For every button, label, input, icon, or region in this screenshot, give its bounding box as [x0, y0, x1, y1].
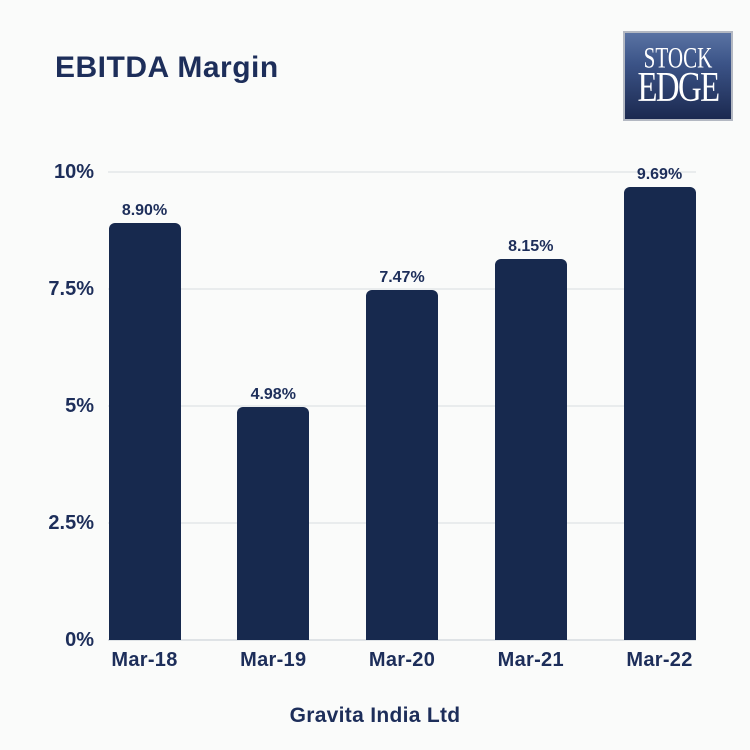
- x-axis-label-mar-22: Mar-22: [626, 649, 693, 671]
- gridline-10%: [108, 171, 696, 173]
- bar-value-label-mar-21: 8.15%: [508, 237, 554, 255]
- bar-mar-21: [494, 258, 567, 640]
- bar-value-label-mar-18: 8.90%: [121, 202, 168, 220]
- chart-title: EBITDA Margin: [55, 51, 279, 84]
- stockedge-logo-stock-text: STOCK: [643, 41, 713, 74]
- x-axis-label-mar-19: Mar-19: [240, 649, 307, 671]
- gridline-7.5%: [108, 288, 696, 290]
- gridline-0%: [108, 639, 696, 641]
- bar-mar-18: [108, 223, 181, 640]
- y-axis-tick-0%: 0%: [65, 629, 94, 651]
- x-axis-label-mar-18: Mar-18: [111, 649, 178, 671]
- bar-value-label-mar-19: 4.98%: [250, 385, 296, 403]
- y-axis-tick-5%: 5%: [65, 395, 94, 417]
- bar-value-label-mar-20: 7.47%: [379, 269, 425, 287]
- bar-value-label-mar-22: 9.69%: [636, 165, 683, 183]
- y-axis-tick-7.5%: 7.5%: [48, 278, 94, 300]
- y-axis-tick-2.5%: 2.5%: [48, 512, 94, 534]
- stockedge-logo-edge-text: EDGE: [637, 64, 720, 111]
- x-axis-label-mar-21: Mar-21: [497, 649, 564, 671]
- stockedge-logo: STOCK EDGE: [623, 31, 733, 121]
- x-axis-label-mar-20: Mar-20: [368, 649, 436, 671]
- company-name: Gravita India Ltd: [289, 704, 461, 727]
- bar-mar-20: [366, 290, 438, 640]
- bar-mar-19: [237, 406, 310, 640]
- bar-mar-22: [623, 186, 696, 640]
- y-axis-tick-10%: 10%: [53, 161, 94, 183]
